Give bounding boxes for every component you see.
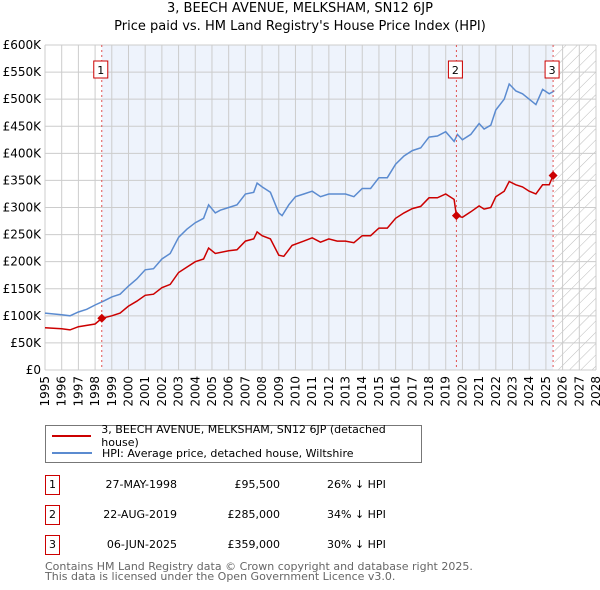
x-tick-label: 1996 xyxy=(55,376,69,407)
y-tick-label: £200K xyxy=(3,255,43,269)
footer-copyright: Contains HM Land Registry data © Crown c… xyxy=(45,560,473,573)
x-tick-label: 2002 xyxy=(155,376,169,407)
x-tick-label: 2001 xyxy=(138,376,152,407)
x-tick-label: 2028 xyxy=(589,376,600,407)
x-tick-label: 2021 xyxy=(472,376,486,407)
sale-number-box xyxy=(447,60,463,79)
x-tick-label: 2020 xyxy=(455,376,469,407)
y-tick-label: £550K xyxy=(3,65,43,79)
x-tick-label: 2007 xyxy=(238,376,252,407)
x-tick-label: 2027 xyxy=(572,376,586,407)
y-tick-label: £500K xyxy=(3,92,43,106)
y-tick-label: £100K xyxy=(3,309,43,323)
y-tick-label: £600K xyxy=(3,38,43,52)
y-tick-label: £300K xyxy=(3,201,43,215)
sale-date: 06-JUN-2025 xyxy=(106,538,177,551)
sale-number-label: 2 xyxy=(452,64,459,77)
x-tick-label: 2013 xyxy=(339,376,353,407)
legend-item-property: 3, BEECH AVENUE, MELKSHAM, SN12 6JP (det… xyxy=(46,423,421,449)
x-tick-label: 2017 xyxy=(405,376,419,407)
sale-number: 3 xyxy=(45,535,60,555)
x-tick-label: 2015 xyxy=(372,376,386,407)
sale-point xyxy=(548,171,558,181)
x-tick-label: 2026 xyxy=(556,376,570,407)
x-tick-label: 1997 xyxy=(71,376,85,407)
sale-hpi-diff: 30% ↓ HPI xyxy=(327,538,386,551)
x-tick-label: 2012 xyxy=(322,376,336,407)
sale-number: 1 xyxy=(45,475,60,495)
legend-blue-line xyxy=(52,452,92,454)
x-tick-label: 2022 xyxy=(489,376,503,407)
sale-point xyxy=(97,313,107,323)
sale-price: £95,500 xyxy=(234,478,281,491)
sale-hpi-diff: 34% ↓ HPI xyxy=(327,508,386,521)
x-tick-label: 2000 xyxy=(121,376,135,407)
y-tick-label: £400K xyxy=(3,146,43,160)
x-tick-label: 1998 xyxy=(88,376,102,407)
x-tick-label: 2018 xyxy=(422,376,436,407)
chart-subtitle: Price paid vs. HM Land Registry's House … xyxy=(114,19,486,34)
y-tick-label: £350K xyxy=(3,173,43,187)
legend-item-hpi: HPI: Average price, detached house, Wilt… xyxy=(46,445,354,461)
x-tick-label: 2004 xyxy=(188,376,202,407)
sale-price: £285,000 xyxy=(227,508,281,521)
x-tick-label: 2006 xyxy=(222,376,236,407)
property-price-line xyxy=(44,175,554,331)
legend: 3, BEECH AVENUE, MELKSHAM, SN12 6JP (det… xyxy=(45,423,422,463)
x-tick-label: 1995 xyxy=(38,376,52,407)
sale-number-box xyxy=(544,60,560,79)
sale-number-box xyxy=(93,60,109,79)
x-tick-label: 2025 xyxy=(539,376,553,407)
legend-label: HPI: Average price, detached house, Wilt… xyxy=(102,446,354,460)
x-tick-label: 2010 xyxy=(288,376,302,407)
footer-licence: This data is licensed under the Open Gov… xyxy=(45,570,396,583)
y-tick-label: £450K xyxy=(3,119,43,133)
price-chart: 1995 1996 1997 1998 1999 2000 2001 2002 2003 2004… xyxy=(3,38,600,407)
sale-number: 2 xyxy=(45,505,60,525)
x-tick-label: 2009 xyxy=(272,376,286,407)
x-tick-label: 2016 xyxy=(389,376,403,407)
y-tick-label: £150K xyxy=(3,282,43,296)
chart-title: 3, BEECH AVENUE, MELKSHAM, SN12 6JP xyxy=(167,1,433,16)
y-tick-label: £250K xyxy=(3,228,43,242)
sale-point xyxy=(451,211,461,221)
x-tick-label: 2005 xyxy=(205,376,219,407)
legend-label: 3, BEECH AVENUE, MELKSHAM, SN12 6JP (det… xyxy=(101,423,386,449)
sale-row: 3 06-JUN-2025 £359,000 30% ↓ HPI xyxy=(45,535,600,555)
y-tick-label: £0 xyxy=(26,363,41,377)
sale-hpi-diff: 26% ↓ HPI xyxy=(327,478,386,491)
sale-number-label: 1 xyxy=(97,64,104,77)
sale-row: 2 22-AUG-2019 £285,000 34% ↓ HPI xyxy=(45,505,600,525)
x-tick-label: 2014 xyxy=(355,376,369,407)
sale-date: 27-MAY-1998 xyxy=(105,478,177,491)
x-tick-label: 2008 xyxy=(255,376,269,407)
sale-number-label: 3 xyxy=(549,64,556,77)
x-tick-label: 2003 xyxy=(172,376,186,407)
hpi-line xyxy=(44,82,555,317)
x-tick-label: 1999 xyxy=(105,376,119,407)
x-tick-label: 2023 xyxy=(506,376,520,407)
sale-price: £359,000 xyxy=(227,538,281,551)
sale-row: 1 27-MAY-1998 £95,500 26% ↓ HPI xyxy=(45,475,600,495)
x-tick-label: 2019 xyxy=(439,376,453,407)
x-tick-label: 2024 xyxy=(522,376,536,407)
sale-date: 22-AUG-2019 xyxy=(103,508,177,521)
y-tick-label: £50K xyxy=(10,336,42,350)
legend-red-line xyxy=(52,435,92,437)
x-tick-label: 2011 xyxy=(305,376,319,407)
